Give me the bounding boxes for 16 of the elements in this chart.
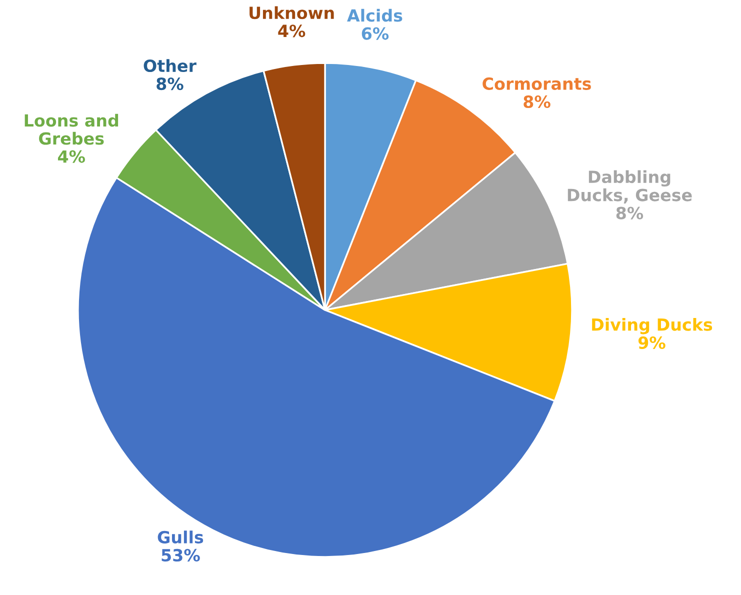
slice-label: Cormorants xyxy=(482,77,591,90)
data-label: 6% xyxy=(362,27,389,40)
data-label: 8% xyxy=(156,77,184,90)
data-label: 8% xyxy=(524,95,550,108)
slice-label: Gulls xyxy=(158,530,204,544)
slice-label: Other xyxy=(144,59,196,72)
data-label: 9% xyxy=(638,336,666,350)
data-label: 53% xyxy=(162,548,200,562)
data-label: 4% xyxy=(278,24,306,38)
data-label: 8% xyxy=(616,206,644,220)
slice-label: Loons and Grebes xyxy=(24,114,118,145)
slice-label: Alcids xyxy=(347,8,402,22)
slice-label: Unknown xyxy=(250,6,334,20)
data-label: 4% xyxy=(58,150,85,163)
slice-label: Diving Ducks xyxy=(592,318,712,334)
slice-label: Dabbling Ducks, Geese xyxy=(568,170,692,204)
